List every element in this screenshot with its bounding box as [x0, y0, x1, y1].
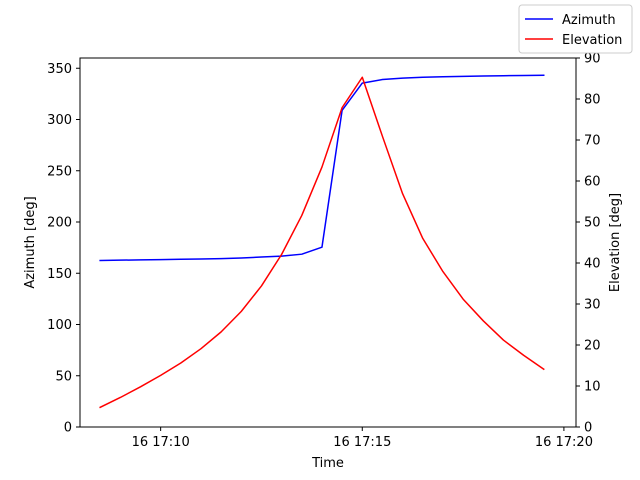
- left-axis-label: Azimuth [deg]: [23, 196, 38, 288]
- right-axis-tick-label: 90: [584, 52, 601, 67]
- series-layer: [99, 74, 545, 409]
- right-axis-tick-label: 70: [584, 134, 601, 149]
- left-axis-tick-label: 100: [47, 318, 72, 333]
- left-axis-tick-label: 350: [47, 62, 72, 77]
- right-axis-tick-label: 30: [584, 298, 601, 313]
- left-axis-tick-label: 250: [47, 164, 72, 179]
- legend: Azimuth Elevation: [518, 4, 633, 54]
- left-axis-tick-label: 50: [55, 369, 72, 384]
- series-line-azimuth: [99, 74, 545, 262]
- right-axis-tick-label: 60: [584, 175, 601, 190]
- right-axis-label: Elevation [deg]: [608, 193, 623, 292]
- legend-box: [518, 4, 633, 54]
- right-axis-tick-label: 40: [584, 257, 601, 272]
- plot-frame: [79, 57, 577, 428]
- plot-area: [80, 58, 576, 427]
- legend-label-elevation: Elevation: [562, 33, 622, 48]
- left-axis-tick-label: 0: [64, 421, 72, 436]
- x-axis-tick-label: 16 17:10: [132, 435, 190, 450]
- x-axis-tick-label: 16 17:20: [535, 435, 593, 450]
- right-axis-tick-label: 80: [584, 93, 601, 108]
- right-axis-tick-label: 0: [584, 421, 592, 436]
- left-axis-tick-label: 300: [47, 113, 72, 128]
- right-axis-tick-label: 20: [584, 339, 601, 354]
- series-line-elevation: [99, 76, 545, 409]
- right-axis-tick-label: 10: [584, 380, 601, 395]
- left-axis-tick-label: 200: [47, 216, 72, 231]
- x-axis-label: Time: [311, 456, 344, 471]
- axes-layer: 0 50 100 150 200 250 300 350 0 10 20 30 40 50 60 70 80 90…: [47, 52, 600, 451]
- left-axis-tick-label: 150: [47, 267, 72, 282]
- legend-label-azimuth: Azimuth: [562, 13, 616, 28]
- x-axis-tick-label: 16 17:15: [333, 435, 391, 450]
- right-axis-tick-label: 50: [584, 216, 601, 231]
